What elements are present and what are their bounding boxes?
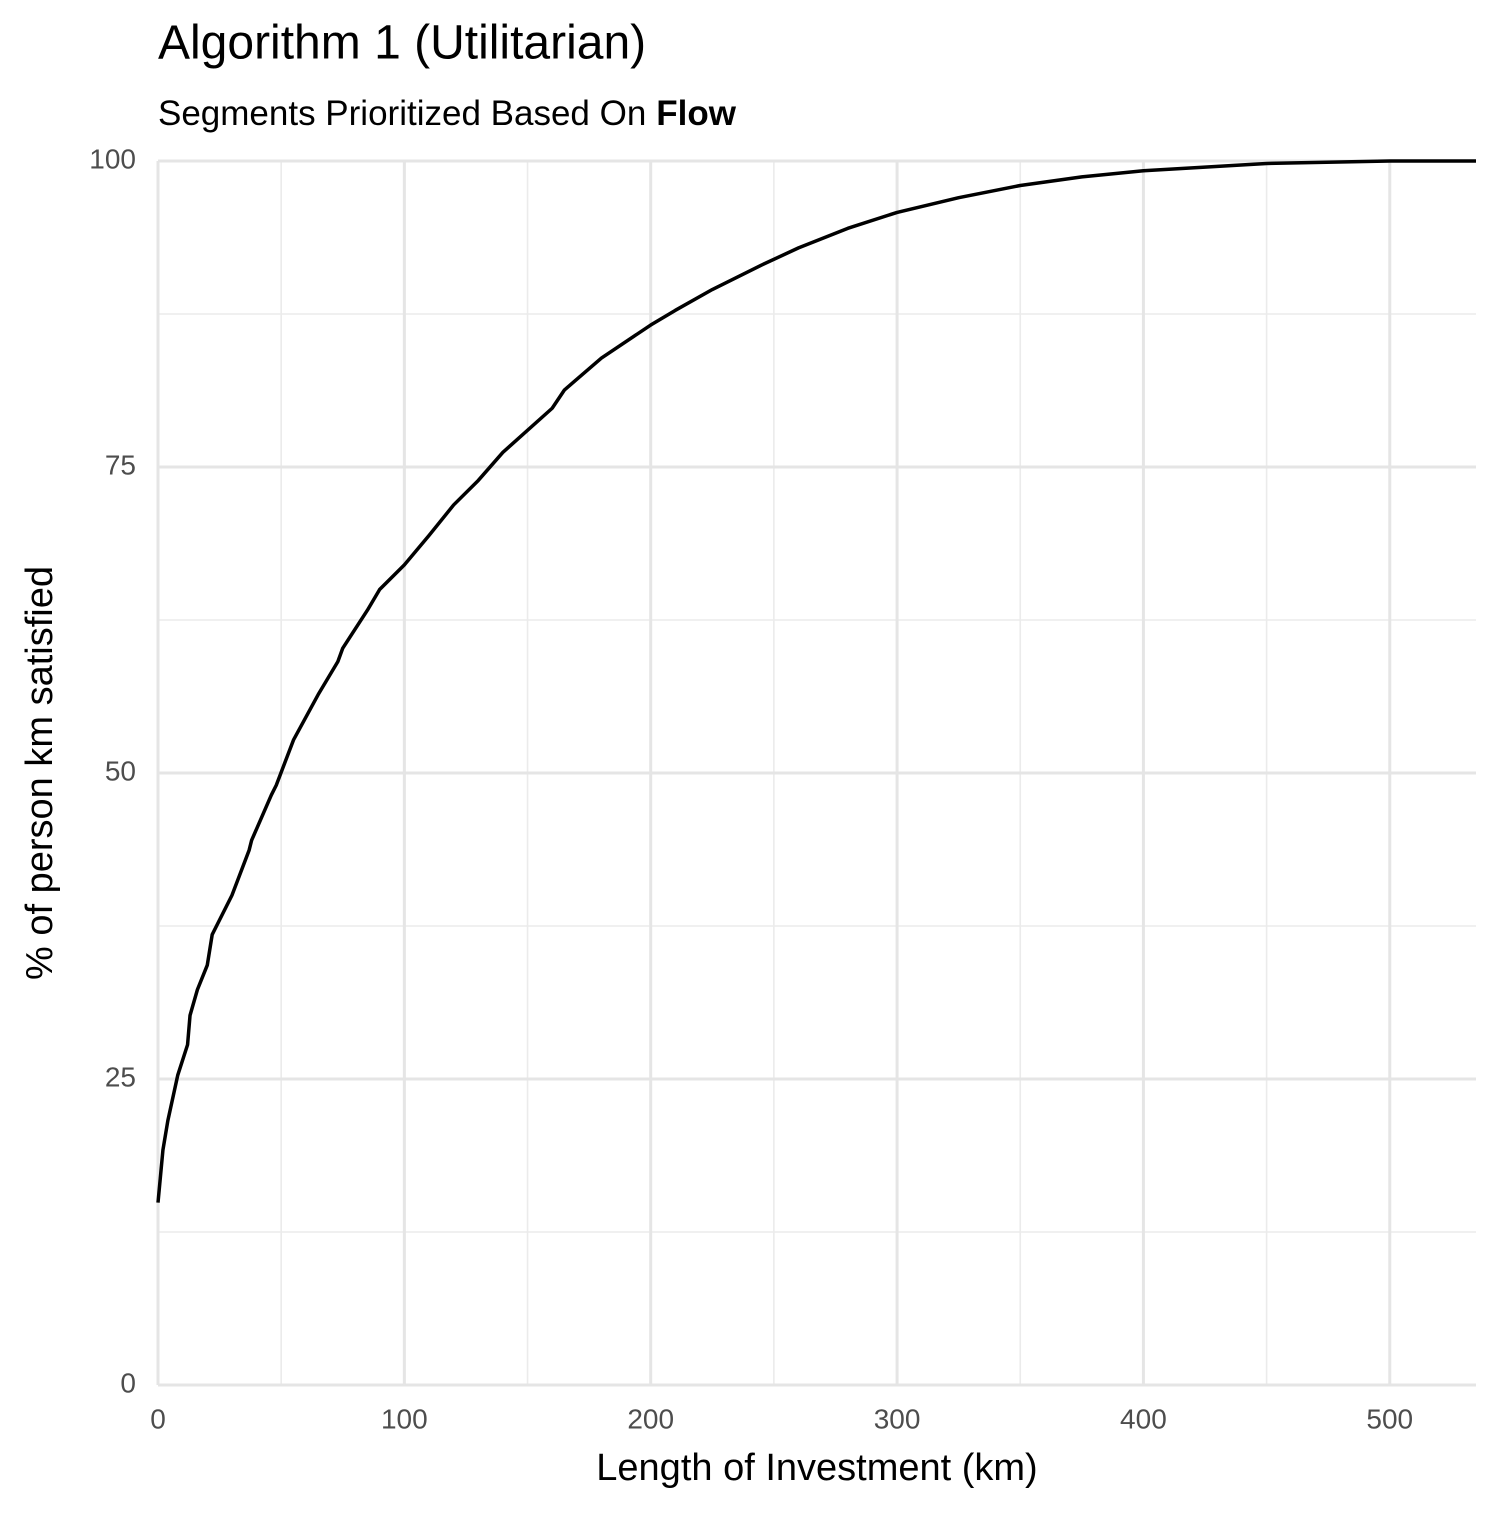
x-tick-label: 200 xyxy=(627,1403,674,1434)
y-tick-label: 25 xyxy=(105,1061,136,1092)
chart-subtitle: Segments Prioritized Based On Flow xyxy=(158,94,737,133)
x-tick-label: 500 xyxy=(1366,1403,1413,1434)
y-tick-label: 75 xyxy=(105,449,136,480)
data-line xyxy=(156,159,1476,1203)
x-tick-label: 400 xyxy=(1120,1403,1167,1434)
x-axis-title: Length of Investment (km) xyxy=(596,1447,1037,1489)
y-tick-label: 0 xyxy=(120,1367,136,1398)
y-axis-title: % of person km satisfied xyxy=(19,566,61,980)
y-tick-label: 100 xyxy=(89,143,136,174)
y-tick-label: 50 xyxy=(105,755,136,786)
x-tick-label: 100 xyxy=(381,1403,428,1434)
x-tick-label: 0 xyxy=(150,1403,166,1434)
grid xyxy=(156,159,1476,1387)
chart-title: Algorithm 1 (Utilitarian) xyxy=(158,17,646,70)
subtitle-emphasis: Flow xyxy=(656,94,736,133)
subtitle-text: Segments Prioritized Based On xyxy=(158,94,646,133)
x-tick-label: 300 xyxy=(874,1403,921,1434)
